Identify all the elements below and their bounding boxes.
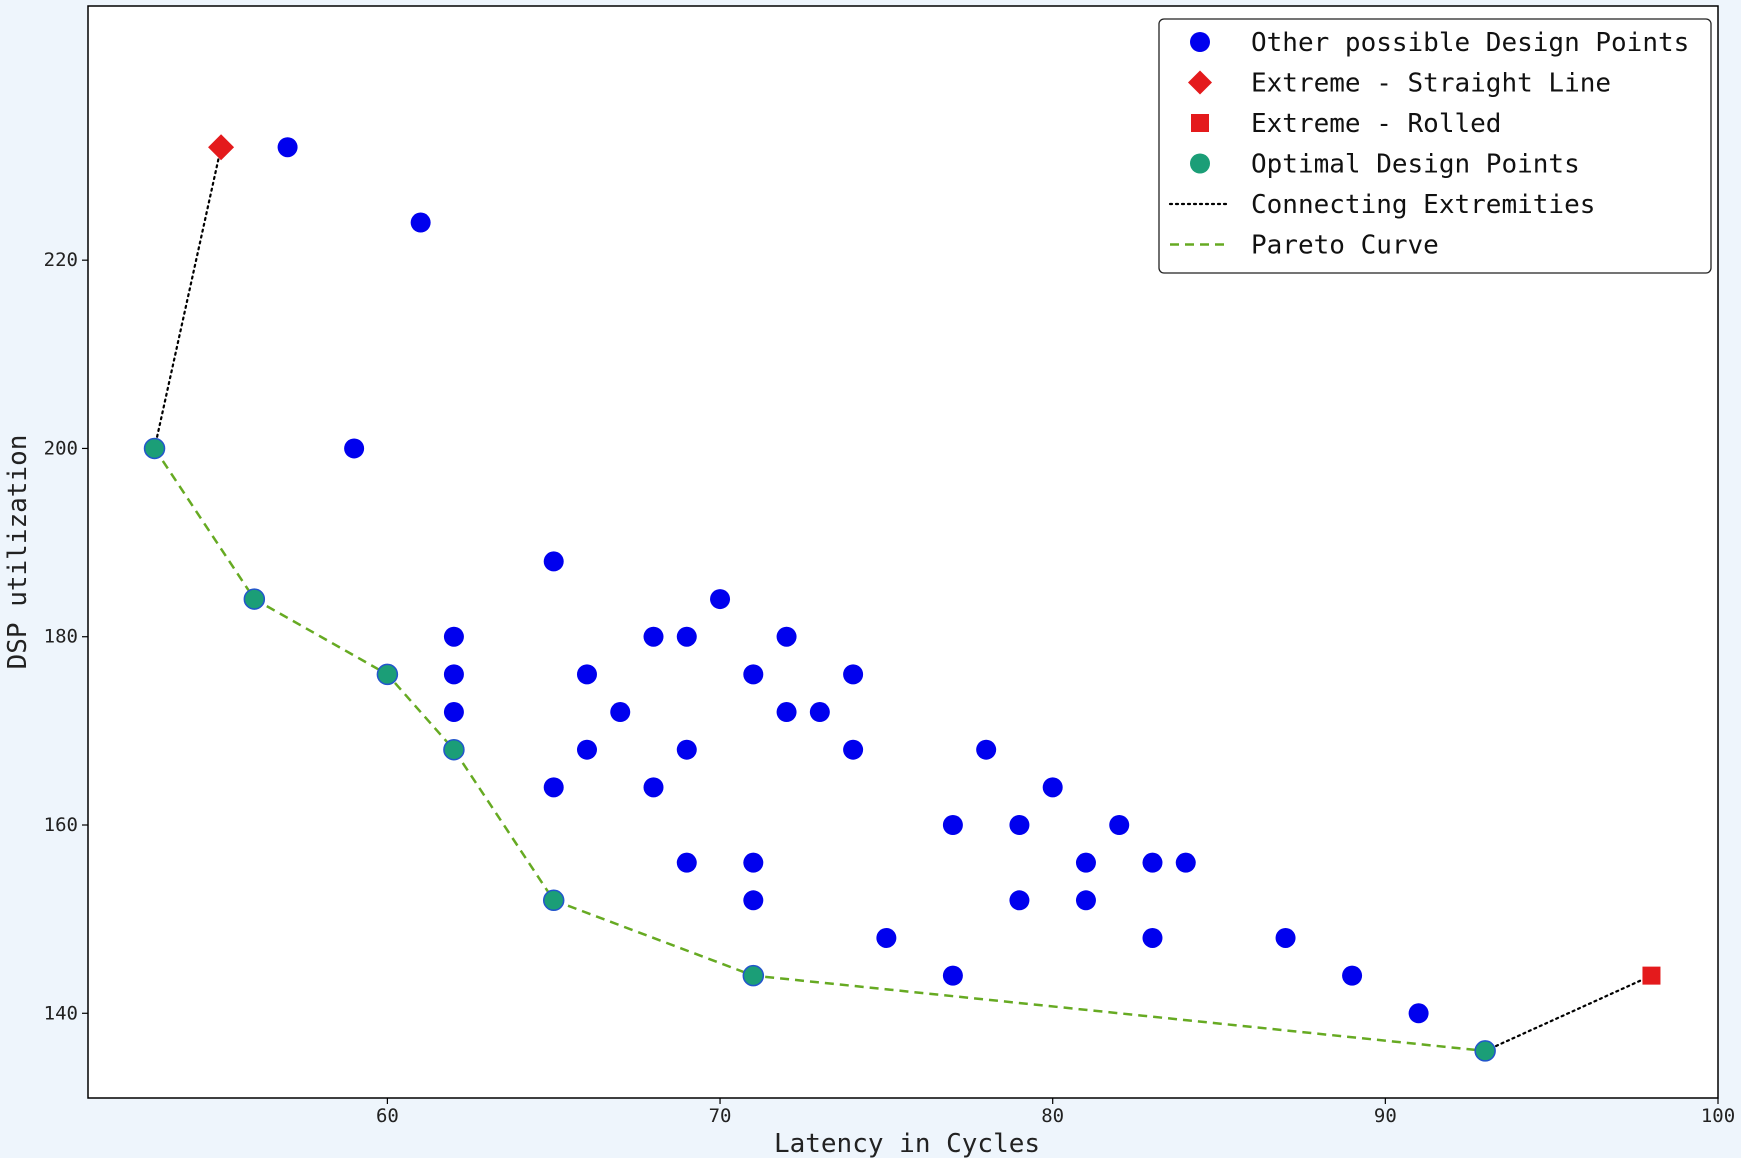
- design-point: [843, 664, 864, 685]
- legend-label: Extreme - Straight Line: [1251, 69, 1611, 99]
- legend-label: Connecting Extremities: [1251, 190, 1595, 220]
- design-point: [643, 626, 664, 647]
- design-point: [942, 815, 963, 835]
- optimal-design-point: [376, 663, 399, 686]
- design-point: [1109, 815, 1130, 835]
- connecting-extremities-line: [1484, 974, 1653, 1053]
- design-point: [743, 664, 764, 685]
- y-axis-title: DSP utilization: [3, 435, 33, 670]
- y-tick-label: 140: [44, 1002, 78, 1024]
- design-point: [543, 551, 564, 572]
- design-point: [1009, 890, 1030, 911]
- legend: Other possible Design Points Extreme - St…: [1158, 18, 1712, 274]
- extreme-straight-line-point: [208, 134, 235, 161]
- x-tick-label: 70: [709, 1105, 732, 1127]
- optimal-design-point: [143, 437, 166, 460]
- design-point: [543, 777, 564, 798]
- design-point: [776, 702, 797, 723]
- optimal-design-point: [243, 588, 266, 610]
- y-tick-label: 180: [44, 626, 78, 648]
- design-point: [743, 890, 764, 911]
- x-tick-label: 60: [376, 1105, 399, 1127]
- extreme-rolled-point: [1642, 966, 1661, 985]
- design-point: [1142, 852, 1163, 873]
- connecting-extremities-line: [153, 146, 223, 450]
- design-point: [1342, 965, 1363, 986]
- design-point: [1142, 927, 1163, 948]
- y-tick-label: 220: [44, 249, 78, 271]
- x-tick-label: 80: [1041, 1105, 1064, 1127]
- optimal-design-point: [542, 889, 565, 912]
- legend-label: Pareto Curve: [1251, 231, 1439, 261]
- legend-marker-red-diamond: [1188, 70, 1212, 95]
- design-point: [1075, 852, 1096, 873]
- design-point: [676, 739, 697, 760]
- x-axis: 60 70 80 90 100: [376, 1098, 1735, 1127]
- legend-marker-red-square: [1191, 114, 1209, 132]
- design-point: [576, 739, 597, 760]
- design-point: [443, 664, 464, 685]
- design-point: [876, 927, 897, 948]
- design-point: [843, 739, 864, 760]
- design-point: [710, 589, 731, 610]
- y-tick-label: 160: [44, 814, 78, 836]
- plot-frame: [87, 5, 1719, 1099]
- design-point: [344, 438, 365, 459]
- design-point: [743, 852, 764, 873]
- data-marks: [143, 134, 1661, 1062]
- legend-marker-blue-circle: [1190, 32, 1210, 52]
- y-tick-label: 200: [44, 437, 78, 459]
- design-point: [1075, 890, 1096, 911]
- design-point: [976, 739, 997, 760]
- optimal-design-point: [443, 738, 465, 761]
- design-point: [443, 626, 464, 647]
- optimal-design-point: [742, 964, 765, 987]
- design-point: [1009, 815, 1030, 835]
- legend-label: Extreme - Rolled: [1251, 109, 1501, 139]
- design-point: [277, 137, 298, 158]
- legend-label: Other possible Design Points: [1251, 28, 1689, 58]
- design-point: [643, 777, 664, 798]
- design-point: [1042, 777, 1063, 798]
- design-point: [676, 852, 697, 873]
- x-axis-title: Latency in Cycles: [774, 1129, 1040, 1158]
- design-point: [776, 626, 797, 647]
- design-point: [1275, 927, 1296, 948]
- design-point: [576, 664, 597, 685]
- design-point: [809, 702, 830, 723]
- x-tick-label: 100: [1701, 1105, 1735, 1127]
- legend-marker-green-circle: [1190, 153, 1210, 174]
- y-axis: 140 160 180 200 220: [44, 249, 88, 1024]
- legend-label: Optimal Design Points: [1251, 150, 1580, 180]
- design-point: [676, 626, 697, 647]
- legend-box: [1158, 18, 1712, 274]
- x-tick-label: 90: [1374, 1105, 1397, 1127]
- design-point: [610, 702, 631, 723]
- design-point: [942, 965, 963, 986]
- optimal-design-point: [1474, 1040, 1496, 1062]
- design-point: [443, 702, 464, 723]
- design-point: [1408, 1003, 1429, 1024]
- design-point: [1175, 852, 1196, 873]
- design-point: [410, 212, 431, 233]
